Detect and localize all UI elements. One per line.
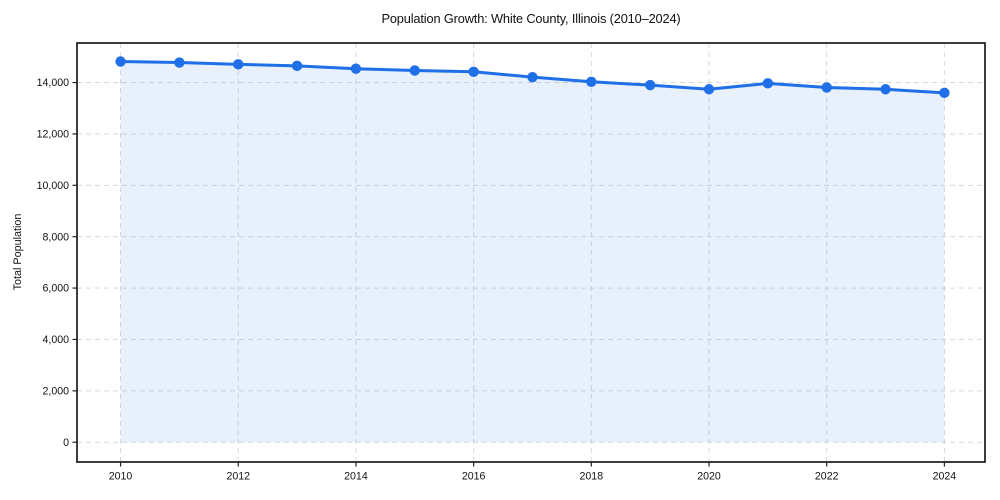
data-point	[939, 87, 950, 99]
data-point	[762, 78, 774, 89]
area-fill	[120, 61, 945, 443]
x-tick-label: 2022	[815, 471, 839, 483]
y-tick-label: 6,000	[42, 283, 69, 295]
data-point	[586, 76, 597, 87]
data-point	[703, 84, 715, 95]
y-tick-label: 4,000	[42, 334, 69, 346]
data-point	[821, 82, 832, 93]
x-tick-label: 2016	[462, 471, 486, 483]
y-tick-label: 14,000	[37, 77, 70, 89]
data-point	[409, 65, 420, 76]
data-point	[291, 60, 303, 72]
plot-border	[76, 42, 986, 463]
x-tick-label: 2020	[697, 471, 721, 483]
data-point	[350, 63, 362, 74]
x-tick-label: 2010	[109, 471, 133, 483]
data-point	[468, 66, 479, 77]
x-tick-label: 2014	[344, 471, 368, 483]
y-tick-label: 8,000	[42, 231, 69, 243]
data-point	[174, 57, 185, 68]
x-tick-label: 2018	[580, 471, 604, 483]
chart-title: Population Growth: White County, Illinoi…	[381, 11, 681, 26]
y-tick-label: 10,000	[37, 180, 70, 192]
y-tick-label: 0	[63, 437, 69, 449]
data-point	[644, 79, 656, 91]
x-tick-label: 2024	[933, 471, 957, 483]
y-tick-label: 2,000	[42, 385, 69, 397]
x-tick-label: 2012	[226, 471, 250, 483]
data-point	[233, 59, 244, 70]
data-point	[880, 84, 891, 95]
data-point	[527, 71, 538, 83]
data-point	[115, 56, 126, 67]
y-tick-label: 12,000	[37, 129, 70, 141]
